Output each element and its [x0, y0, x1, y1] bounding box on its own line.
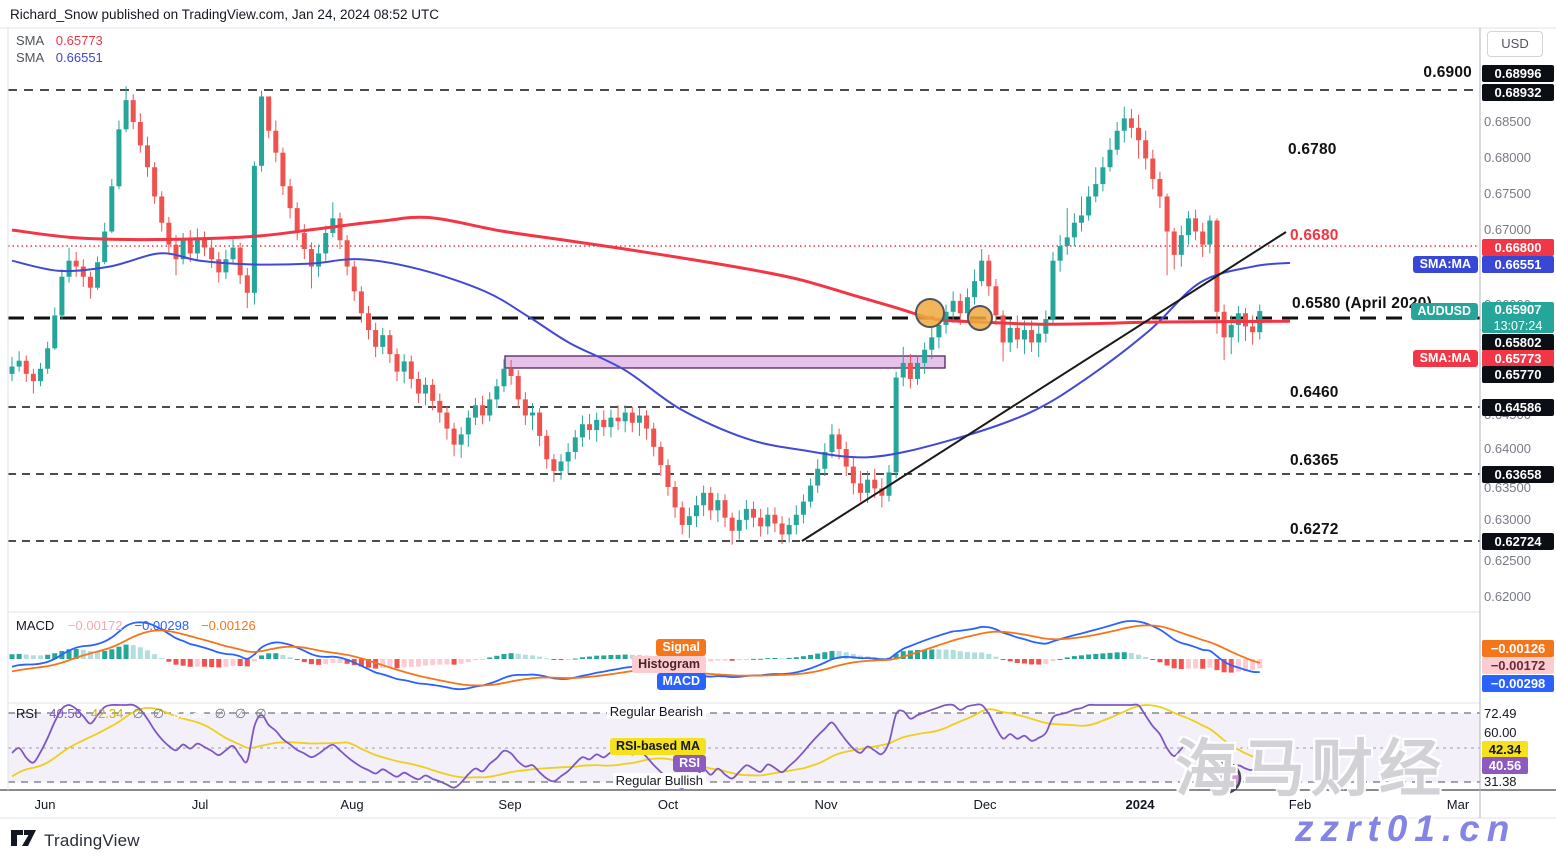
tradingview-logo-icon	[10, 827, 37, 854]
watermark-url: zzrt01.cn	[1295, 808, 1517, 849]
rsi-legend: RSI 40.56 42.34 ∅ ∅ 31.38 ∅ ∅ ∅	[16, 706, 276, 722]
sma-blue-value: 0.66551	[55, 50, 103, 65]
sma-blue-label: SMA	[16, 50, 45, 65]
sma-red-label: SMA	[16, 33, 45, 48]
footer: TradingView	[10, 827, 140, 854]
price-axis[interactable]	[1480, 28, 1556, 818]
rsi-legend-value: ∅	[234, 706, 247, 721]
macd-legend-value: −0.00126	[201, 618, 256, 633]
brand-name: TradingView	[44, 830, 140, 850]
currency-toggle-button[interactable]: USD	[1487, 31, 1543, 57]
macd-legend-title: MACD	[16, 618, 55, 633]
sma-red-value: 0.65773	[55, 33, 103, 48]
rsi-legend-value: 31.38	[173, 706, 206, 721]
rsi-legend-value: ∅	[255, 706, 267, 721]
main-indicator-legend: SMA 0.65773 SMA 0.66551	[16, 33, 103, 65]
rsi-legend-value: 40.56	[49, 706, 82, 721]
rsi-legend-value: ∅	[214, 706, 226, 721]
rsi-legend-value: 42.34	[90, 706, 124, 721]
macd-legend-value: −0.00298	[134, 618, 190, 633]
page-title: Richard_Snow published on TradingView.co…	[10, 7, 440, 22]
rsi-legend-value: ∅	[152, 706, 165, 721]
rsi-legend-title: RSI	[16, 706, 38, 721]
macd-legend: MACD −0.00172 −0.00298 −0.00126	[16, 618, 268, 633]
macd-legend-value: −0.00172	[67, 618, 123, 633]
rsi-legend-value: ∅	[132, 706, 144, 721]
watermark-cn: 海马财经	[1175, 735, 1448, 804]
